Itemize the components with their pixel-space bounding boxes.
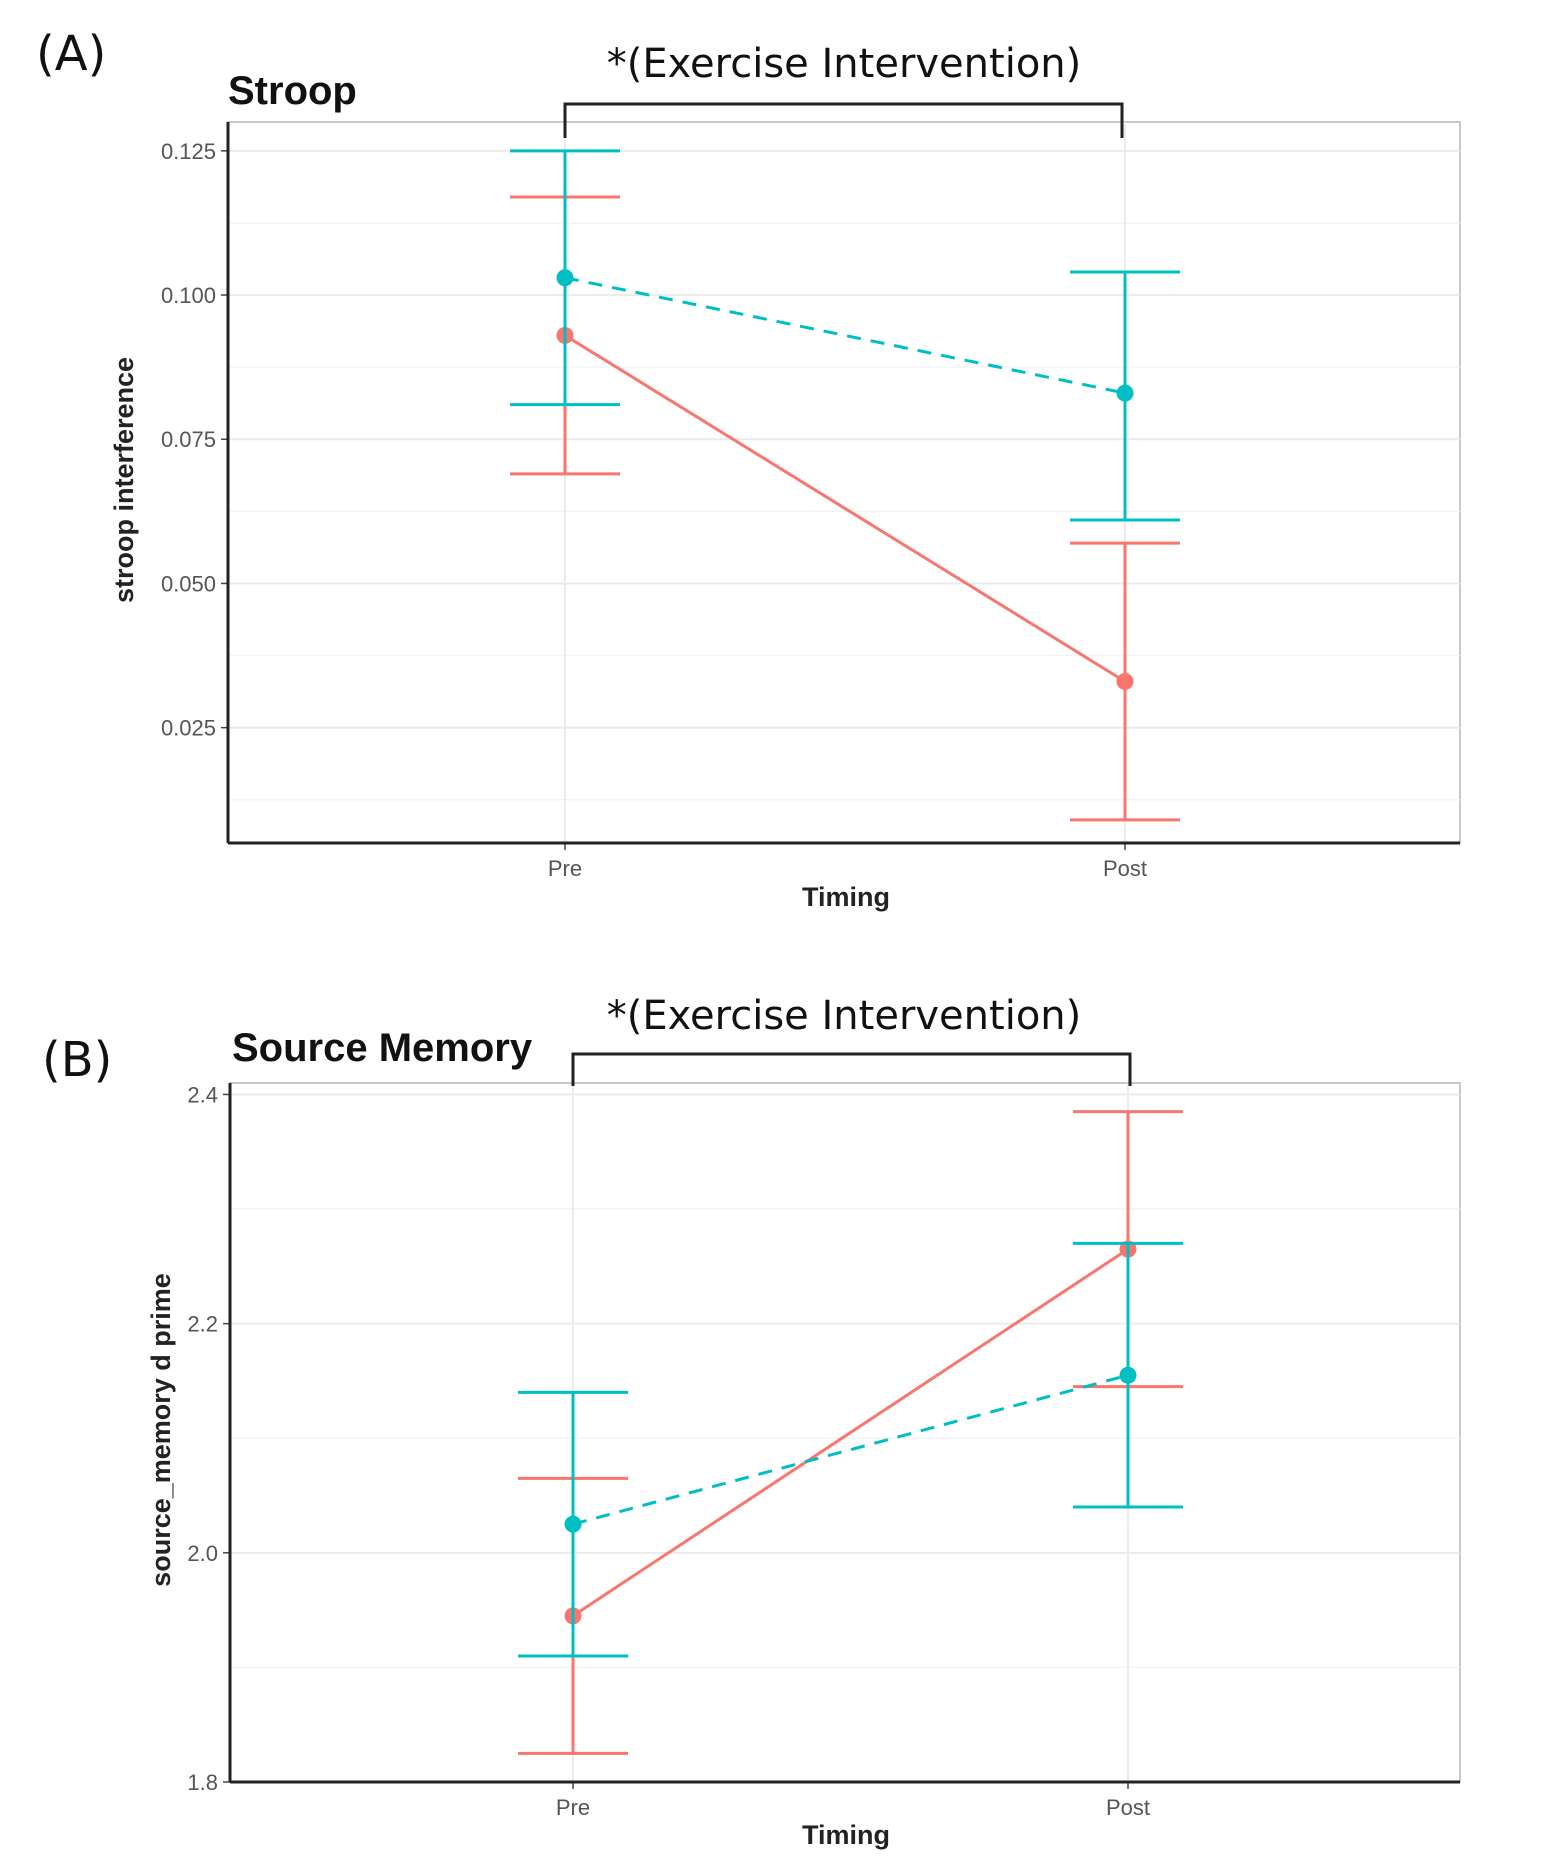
- panel-a-series-2-point: [1116, 384, 1134, 402]
- panel-a-y-tick-label: 0.125: [161, 139, 216, 164]
- panel-a-letter: (A): [36, 26, 106, 82]
- panel-b-y-axis-title: source_memory d prime: [146, 1273, 176, 1587]
- panel-b-series-2-point: [1119, 1366, 1137, 1384]
- panel-a-panel-border: [227, 121, 1461, 844]
- panel-b-x-axis-title: Timing: [802, 1820, 890, 1850]
- panel-a-y-tick-label: 0.100: [161, 283, 216, 308]
- panel-a-significance-label: *(Exercise Intervention): [607, 41, 1082, 87]
- panel-b-significance-bracket: [571, 1052, 1132, 1086]
- panel-a-x-tick-label: Post: [1103, 856, 1147, 881]
- panel-b-significance-label: *(Exercise Intervention): [607, 993, 1082, 1039]
- panel-b-y-tick-label: 2.0: [187, 1541, 218, 1566]
- panel-b-series-2-point: [564, 1515, 582, 1533]
- panel-b-plot: 1.8 2.0 2.2 2.4 Pre Post: [187, 1052, 1461, 1820]
- panel-a-plot: 0.025 0.050 0.075 0.100 0.125 Pre Post: [161, 102, 1461, 881]
- panel-a-y-tick-label: 0.025: [161, 716, 216, 741]
- panel-b-panel-border: [229, 1082, 1461, 1783]
- panel-b-y-tick-label: 1.8: [187, 1770, 218, 1795]
- panel-a-x-tick-label: Pre: [548, 856, 582, 881]
- panel-a-x-axis-title: Timing: [802, 882, 890, 912]
- panel-b-x-tick-label: Post: [1106, 1795, 1150, 1820]
- panel-a-title: Stroop: [228, 69, 357, 113]
- panel-b-series-1-line: [572, 1247, 1129, 1618]
- panel-b-x-tick-label: Pre: [556, 1795, 590, 1820]
- panel-b-y-tick-label: 2.2: [187, 1312, 218, 1337]
- panel-a-significance-bracket: [563, 102, 1124, 138]
- panel-a-y-axis-title: stroop interference: [109, 357, 139, 603]
- panel-a-series-1-point: [1116, 672, 1134, 690]
- panel-a-series-2-point: [556, 269, 574, 287]
- panel-a-y-tick-label: 0.075: [161, 427, 216, 452]
- panel-a-series-1-line: [564, 334, 1126, 683]
- panel-b-letter: (B): [42, 1032, 112, 1088]
- panel-b-title: Source Memory: [232, 1026, 533, 1070]
- panel-a-y-tick-label: 0.050: [161, 571, 216, 596]
- panel-b-y-tick-label: 2.4: [187, 1082, 218, 1107]
